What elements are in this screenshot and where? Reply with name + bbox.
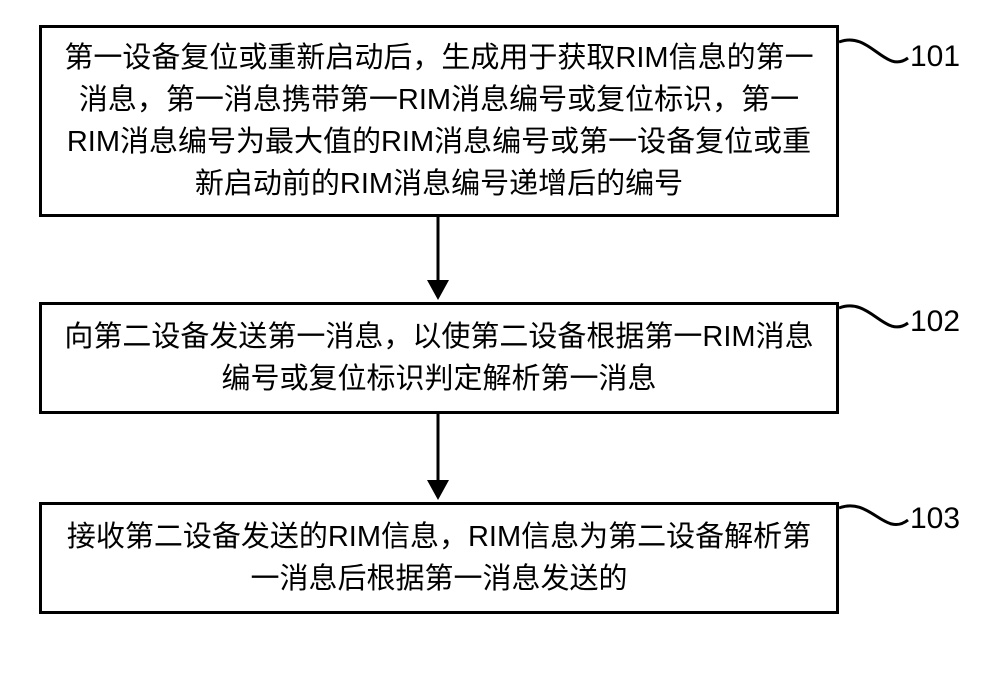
flow-step-2-text: 向第二设备发送第一消息，以使第二设备根据第一RIM消息编号或复位标识判定解析第一… bbox=[60, 316, 818, 400]
arrow-2-head bbox=[427, 480, 449, 500]
arrow-1-line bbox=[437, 217, 440, 282]
step-label-103: 103 bbox=[910, 502, 960, 536]
arrow-2-line bbox=[437, 414, 440, 482]
step-label-101: 101 bbox=[910, 40, 960, 74]
flow-step-3-text: 接收第二设备发送的RIM信息，RIM信息为第二设备解析第一消息后根据第一消息发送… bbox=[60, 516, 818, 600]
arrow-1-head bbox=[427, 280, 449, 300]
flow-step-1: 第一设备复位或重新启动后，生成用于获取RIM信息的第一消息，第一消息携带第一RI… bbox=[39, 25, 839, 217]
step-label-102: 102 bbox=[910, 305, 960, 339]
flow-step-1-text: 第一设备复位或重新启动后，生成用于获取RIM信息的第一消息，第一消息携带第一RI… bbox=[60, 37, 818, 205]
flow-step-2: 向第二设备发送第一消息，以使第二设备根据第一RIM消息编号或复位标识判定解析第一… bbox=[39, 302, 839, 414]
flow-step-3: 接收第二设备发送的RIM信息，RIM信息为第二设备解析第一消息后根据第一消息发送… bbox=[39, 502, 839, 614]
flowchart-container: 第一设备复位或重新启动后，生成用于获取RIM信息的第一消息，第一消息携带第一RI… bbox=[0, 0, 1000, 680]
